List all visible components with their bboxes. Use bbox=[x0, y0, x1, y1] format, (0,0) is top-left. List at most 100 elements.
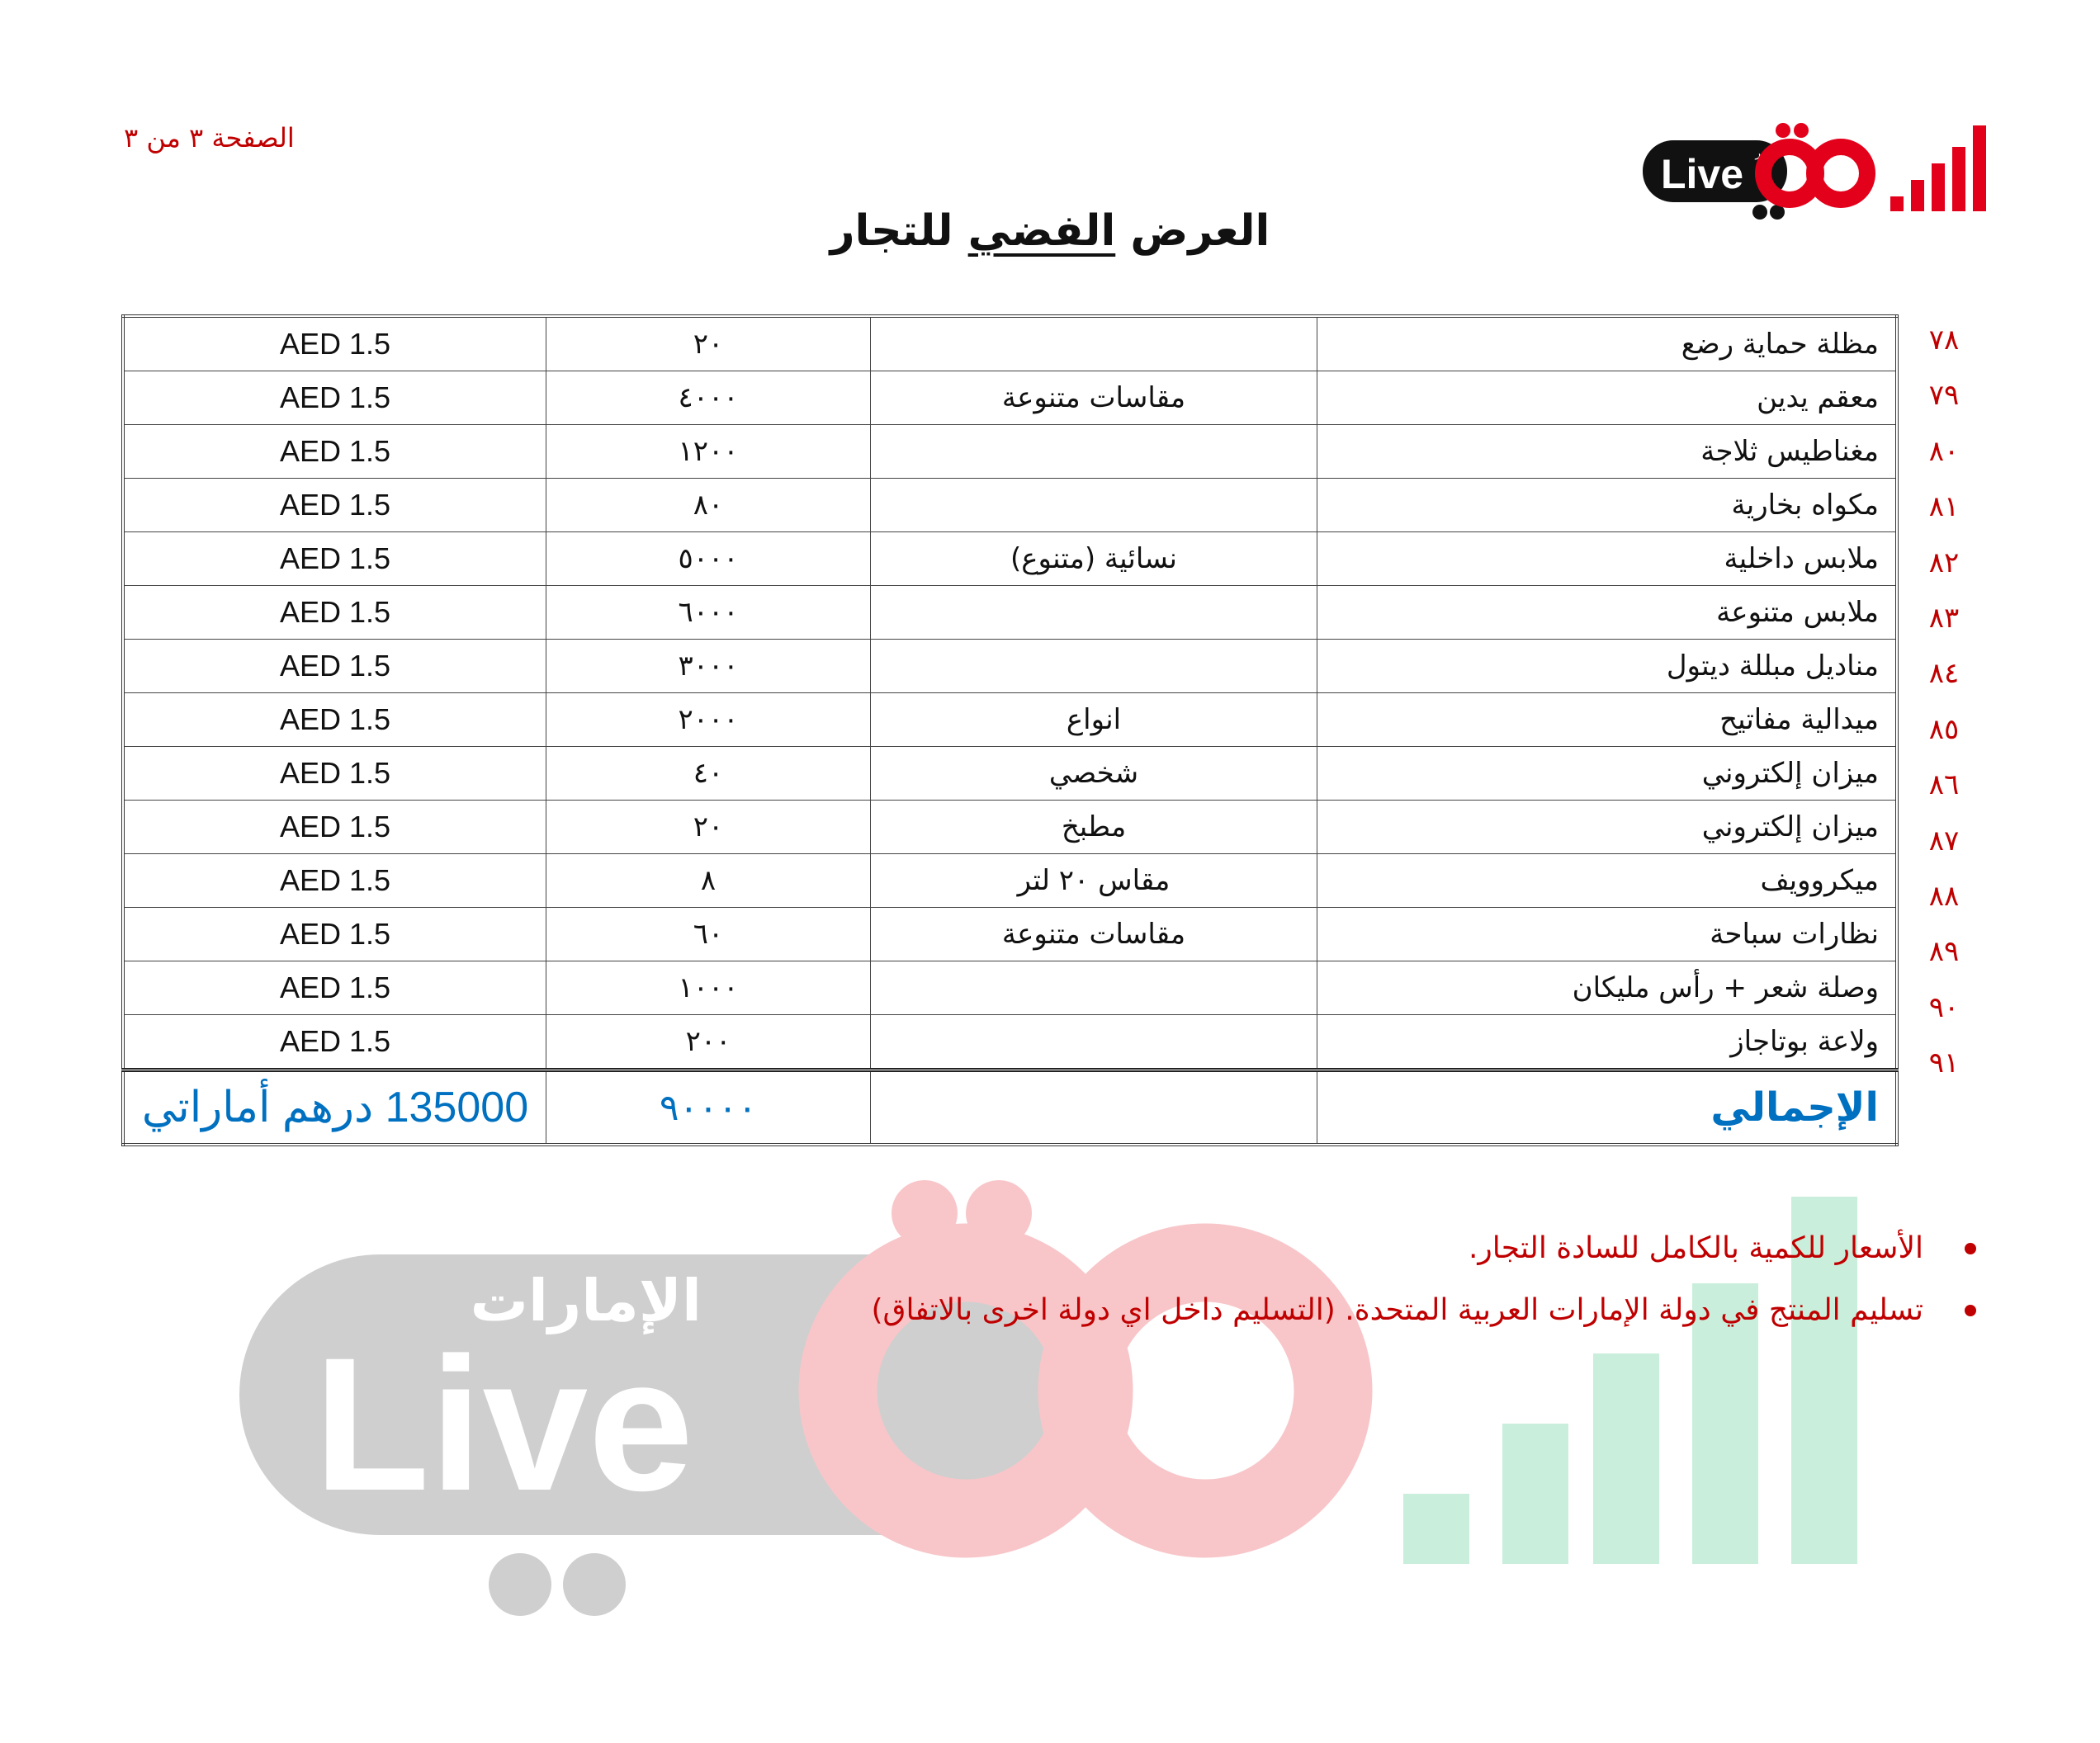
note-item: الأسعار للكمية بالكامل للسادة التجار. bbox=[871, 1217, 1976, 1279]
watermark-bar bbox=[1791, 1197, 1857, 1564]
item-quantity: ٨ bbox=[546, 853, 871, 908]
logo-bar bbox=[1952, 147, 1965, 211]
item-note: مقاسات متنوعة bbox=[870, 907, 1317, 961]
row-number: ٨٦ bbox=[1928, 768, 1960, 802]
logo-bar bbox=[1911, 180, 1924, 211]
watermark-bar bbox=[1692, 1283, 1758, 1564]
table-row: مغناطيس ثلاجة ١٢٠٠ 1.5 AED bbox=[122, 424, 1898, 479]
watermark-dot bbox=[563, 1553, 626, 1616]
page-indicator: الصفحة ٣ من ٣ bbox=[124, 122, 295, 154]
item-quantity: ٣٠٠٠ bbox=[546, 639, 871, 693]
item-price: 1.5 AED bbox=[122, 315, 546, 371]
row-number: ٨٩ bbox=[1928, 935, 1960, 969]
item-quantity: ٢٠٠ bbox=[546, 1014, 871, 1070]
bullet-icon bbox=[1965, 1304, 1976, 1316]
title-part: للتجار bbox=[830, 206, 968, 256]
item-price: 1.5 AED bbox=[122, 585, 546, 640]
item-name: ميزان إلكتروني bbox=[1317, 746, 1898, 801]
item-price: 1.5 AED bbox=[122, 853, 546, 908]
item-name: ميزان إلكتروني bbox=[1317, 800, 1898, 854]
item-note bbox=[870, 424, 1317, 479]
item-quantity: ٥٠٠٠ bbox=[546, 531, 871, 586]
watermark-country-text: الإمارات bbox=[471, 1267, 702, 1335]
item-quantity: ٤٠ bbox=[546, 746, 871, 801]
item-price: 1.5 AED bbox=[122, 1014, 546, 1070]
watermark-bar bbox=[1403, 1494, 1469, 1564]
item-name: ميدالية مفاتيح bbox=[1317, 692, 1898, 747]
item-note: مقاس ٢٠ لتر bbox=[870, 853, 1317, 908]
watermark-loop bbox=[1038, 1223, 1373, 1558]
item-name: ملابس متنوعة bbox=[1317, 585, 1898, 640]
table-row: معقم يدين مقاسات متنوعة ٤٠٠٠ 1.5 AED bbox=[122, 371, 1898, 425]
note-text: تسليم المنتج في دولة الإمارات العربية ال… bbox=[871, 1293, 1923, 1327]
item-note bbox=[870, 639, 1317, 693]
item-price: 1.5 AED bbox=[122, 639, 546, 693]
item-note: شخصي bbox=[870, 746, 1317, 801]
item-price: 1.5 AED bbox=[122, 800, 546, 854]
table-row: نظارات سباحة مقاسات متنوعة ٦٠ 1.5 AED bbox=[122, 907, 1898, 961]
title-underlined: الفضي bbox=[967, 206, 1116, 256]
row-number: ٨٨ bbox=[1928, 880, 1960, 913]
logo-dot bbox=[1770, 205, 1785, 220]
item-name: نظارات سباحة bbox=[1317, 907, 1898, 961]
logo-bar bbox=[1932, 163, 1945, 211]
item-name: معقم يدين bbox=[1317, 371, 1898, 425]
item-name: مظلة حماية رضع bbox=[1317, 315, 1898, 371]
item-note: انواع bbox=[870, 692, 1317, 747]
row-number: ٨١ bbox=[1928, 490, 1960, 524]
page-title: العرض الفضي للتجار bbox=[0, 206, 2100, 256]
item-note: مقاسات متنوعة bbox=[870, 371, 1317, 425]
table-row: مكواه بخارية ٨٠ 1.5 AED bbox=[122, 478, 1898, 532]
item-price: 1.5 AED bbox=[122, 371, 546, 425]
row-number: ٨٢ bbox=[1928, 546, 1960, 579]
watermark-dot bbox=[489, 1553, 551, 1616]
watermark-bar bbox=[1502, 1424, 1568, 1564]
bullet-icon bbox=[1965, 1242, 1976, 1254]
table-row: ملابس داخلية نسائية (متنوع) ٥٠٠٠ 1.5 AED bbox=[122, 531, 1898, 586]
table-row: ميكروويف مقاس ٢٠ لتر ٨ 1.5 AED bbox=[122, 853, 1898, 908]
logo-bar bbox=[1973, 125, 1986, 211]
total-empty bbox=[870, 1068, 1317, 1145]
row-number: ٧٨ bbox=[1928, 324, 1960, 357]
row-number: ٨٠ bbox=[1928, 434, 1960, 468]
item-name: وصلة شعر + رأس مليكان bbox=[1317, 961, 1898, 1015]
logo-loop bbox=[1806, 139, 1875, 208]
item-note bbox=[870, 585, 1317, 640]
item-name: ملابس داخلية bbox=[1317, 531, 1898, 586]
item-note: نسائية (متنوع) bbox=[870, 531, 1317, 586]
item-quantity: ٦٠ bbox=[546, 907, 871, 961]
watermark-logo: Live الإمارات bbox=[239, 1180, 1857, 1616]
logo-live-text: Live bbox=[1661, 151, 1743, 197]
item-quantity: ٢٠ bbox=[546, 315, 871, 371]
table-row: ميزان إلكتروني مطبخ ٢٠ 1.5 AED bbox=[122, 800, 1898, 854]
item-name: ميكروويف bbox=[1317, 853, 1898, 908]
watermark-dot bbox=[966, 1180, 1032, 1246]
note-item: تسليم المنتج في دولة الإمارات العربية ال… bbox=[871, 1279, 1976, 1341]
item-price: 1.5 AED bbox=[122, 907, 546, 961]
row-number: ٩١ bbox=[1928, 1046, 1960, 1080]
item-quantity: ٢٠ bbox=[546, 800, 871, 854]
item-note bbox=[870, 478, 1317, 532]
item-price: 1.5 AED bbox=[122, 424, 546, 479]
item-price: 1.5 AED bbox=[122, 961, 546, 1015]
logo-bar bbox=[1890, 196, 1904, 211]
row-number: ٨٧ bbox=[1928, 824, 1960, 857]
row-number: ٨٤ bbox=[1928, 657, 1960, 691]
notes-list: الأسعار للكمية بالكامل للسادة التجار. تس… bbox=[871, 1217, 1976, 1341]
item-quantity: ٤٠٠٠ bbox=[546, 371, 871, 425]
item-note: مطبخ bbox=[870, 800, 1317, 854]
row-number: ٨٥ bbox=[1928, 712, 1960, 746]
item-price: 1.5 AED bbox=[122, 531, 546, 586]
total-quantity: ٩٠٠٠٠ bbox=[546, 1068, 871, 1145]
table-row: ملابس متنوعة ٦٠٠٠ 1.5 AED bbox=[122, 585, 1898, 640]
table-row: ميزان إلكتروني شخصي ٤٠ 1.5 AED bbox=[122, 746, 1898, 801]
item-quantity: ١٢٠٠ bbox=[546, 424, 871, 479]
watermark-bar bbox=[1593, 1353, 1659, 1564]
item-quantity: ٦٠٠٠ bbox=[546, 585, 871, 640]
item-name: مغناطيس ثلاجة bbox=[1317, 424, 1898, 479]
logo-dot bbox=[1776, 123, 1790, 138]
table-row: وصلة شعر + رأس مليكان ١٠٠٠ 1.5 AED bbox=[122, 961, 1898, 1015]
table-row: مناديل مبللة ديتول ٣٠٠٠ 1.5 AED bbox=[122, 639, 1898, 693]
item-price: 1.5 AED bbox=[122, 692, 546, 747]
price-table: مظلة حماية رضع ٢٠ 1.5 AED معقم يدين مقاسات م… bbox=[121, 314, 1899, 1146]
